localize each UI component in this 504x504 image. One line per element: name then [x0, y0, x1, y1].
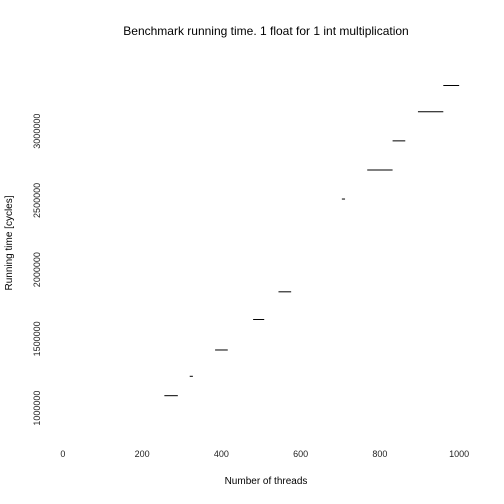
- y-tick-label: 2000000: [32, 252, 42, 287]
- y-tick-label: 3000000: [32, 114, 42, 149]
- x-axis-ticks: 0 200 400 600 800 1000: [60, 449, 469, 459]
- x-axis-label: Number of threads: [225, 476, 308, 487]
- y-axis-ticks: 1000000 1500000 2000000 2500000 3000000: [32, 114, 42, 426]
- data-marks: [164, 84, 460, 397]
- x-tick-label: 200: [135, 449, 150, 459]
- chart-title: Benchmark running time. 1 float for 1 in…: [123, 24, 408, 38]
- y-tick-label: 2500000: [32, 183, 42, 218]
- x-tick-label: 800: [372, 449, 387, 459]
- x-tick-label: 1000: [449, 449, 469, 459]
- x-tick-label: 600: [293, 449, 308, 459]
- x-tick-label: 0: [60, 449, 65, 459]
- y-axis-label: Running time [cycles]: [4, 195, 15, 290]
- y-tick-label: 1500000: [32, 321, 42, 356]
- x-tick-label: 400: [214, 449, 229, 459]
- y-tick-label: 1000000: [32, 391, 42, 426]
